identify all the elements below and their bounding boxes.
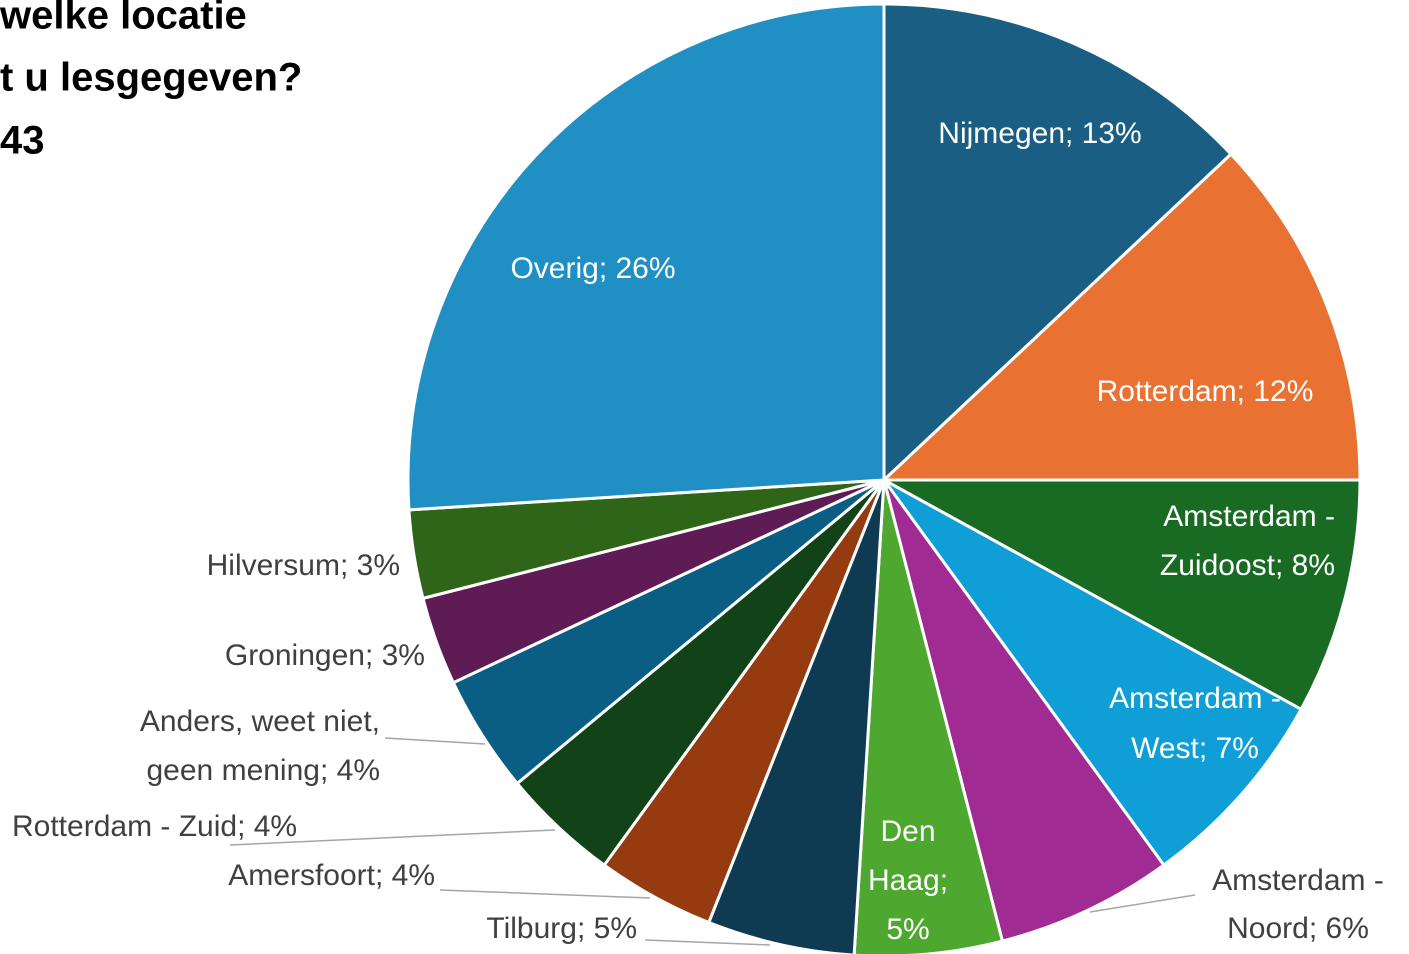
data-label: Hilversum; 3% — [207, 549, 400, 582]
pie-slice — [882, 478, 1304, 868]
leader-line — [1089, 894, 1196, 913]
data-label: Amsterdam - — [1212, 864, 1384, 897]
data-label: Rotterdam - Zuid; 4% — [12, 810, 297, 843]
chart-title: 43 — [0, 119, 45, 163]
data-label: geen mening; 4% — [147, 754, 381, 787]
leader-line — [384, 737, 486, 745]
leader-line — [644, 939, 771, 946]
pie-slice — [882, 479, 1166, 943]
pie-slice — [883, 478, 1362, 712]
data-label: Amsterdam - — [1109, 682, 1281, 715]
data-label: Haag; — [868, 864, 948, 897]
data-label: Noord; 6% — [1227, 912, 1369, 945]
data-label: West; 7% — [1131, 732, 1259, 765]
data-label: Groningen; 3% — [225, 639, 425, 672]
data-label: Tilburg; 5% — [486, 912, 637, 945]
data-label: Den — [880, 815, 935, 848]
pie-slice — [882, 2, 1234, 484]
data-label: Amersfoort; 4% — [228, 859, 435, 892]
data-label: Nijmegen; 13% — [938, 117, 1141, 150]
leader-line — [439, 889, 651, 899]
data-label: Amsterdam - — [1163, 500, 1335, 533]
pie-slice — [880, 152, 1362, 482]
data-label: Overig; 26% — [510, 252, 675, 285]
data-label: 5% — [886, 913, 929, 946]
data-label: Zuidoost; 8% — [1160, 549, 1335, 582]
pie-slice — [406, 2, 886, 512]
leader-line — [229, 829, 556, 846]
chart-title: welke locatie — [0, 0, 247, 38]
pie-slice — [706, 479, 886, 954]
chart-title: t u lesgegeven? — [0, 56, 302, 100]
data-label: Rotterdam; 12% — [1097, 375, 1314, 408]
data-label: Anders, weet niet, — [140, 705, 380, 738]
